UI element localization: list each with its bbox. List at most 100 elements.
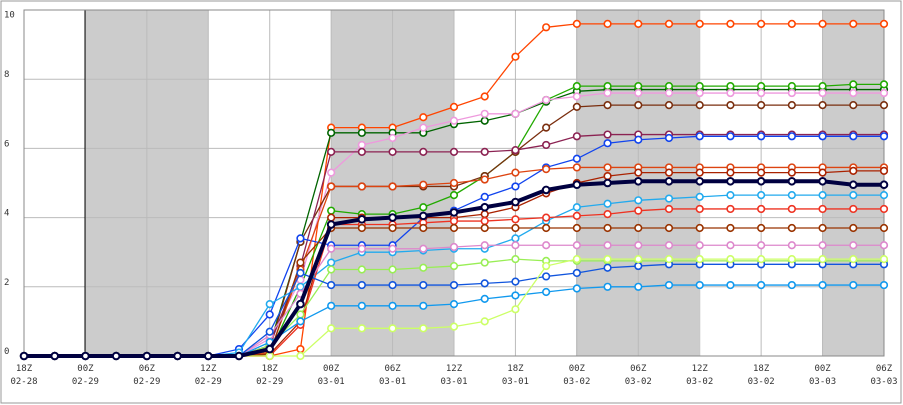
x-tick-date: 03-01 — [318, 377, 345, 387]
data-point — [327, 147, 336, 156]
data-point — [634, 88, 643, 98]
data-point — [603, 178, 612, 188]
x-tick-date: 03-02 — [625, 377, 652, 387]
data-point — [511, 215, 520, 224]
data-point — [603, 101, 612, 110]
data-point — [296, 299, 305, 309]
data-point — [664, 88, 674, 98]
data-point — [480, 216, 489, 226]
data-point — [449, 116, 459, 125]
data-point — [695, 223, 704, 233]
data-point — [726, 280, 735, 290]
data-point — [511, 146, 520, 155]
data-point — [818, 82, 827, 91]
data-point — [388, 223, 397, 233]
data-point — [664, 204, 674, 214]
data-point — [726, 19, 735, 28]
data-point — [634, 223, 643, 233]
data-point — [572, 284, 581, 293]
data-point — [787, 19, 796, 28]
data-point — [603, 163, 612, 172]
data-point — [419, 244, 428, 253]
data-point — [726, 191, 735, 200]
data-point — [757, 280, 766, 290]
data-point — [419, 203, 428, 212]
data-point — [511, 234, 520, 243]
data-point — [603, 139, 612, 148]
data-point — [511, 291, 520, 300]
data-point — [388, 265, 397, 274]
data-point — [296, 344, 305, 354]
data-point — [265, 344, 275, 354]
data-point — [664, 133, 674, 143]
x-tick-label: 00Z — [569, 364, 586, 374]
data-point — [787, 176, 797, 186]
y-tick-label: 0 — [4, 347, 9, 357]
data-point — [818, 168, 827, 177]
data-point — [327, 206, 336, 215]
data-point — [357, 223, 366, 233]
data-point — [480, 92, 489, 101]
data-point — [19, 351, 29, 361]
data-point — [449, 242, 459, 252]
data-point — [695, 204, 704, 214]
data-point — [542, 213, 551, 222]
data-point — [449, 216, 459, 226]
data-point — [419, 223, 428, 233]
data-point — [818, 191, 827, 200]
x-tick-date: 03-03 — [809, 377, 836, 387]
data-point — [664, 168, 674, 177]
data-point — [296, 351, 305, 361]
x-tick-label: 18Z — [262, 364, 279, 374]
x-tick-label: 06Z — [139, 364, 156, 374]
data-point — [695, 192, 704, 201]
data-point — [419, 301, 428, 310]
data-point — [603, 199, 612, 208]
x-tick-date: 03-02 — [748, 377, 775, 387]
data-point — [449, 261, 459, 271]
data-point — [726, 204, 735, 214]
data-point — [542, 287, 551, 297]
x-tick-date: 03-01 — [502, 377, 529, 387]
data-point — [234, 351, 244, 361]
data-point — [757, 168, 766, 177]
data-point — [757, 101, 766, 110]
data-point — [757, 223, 766, 233]
data-point — [480, 210, 489, 219]
data-point — [511, 241, 520, 250]
data-point — [849, 88, 858, 98]
data-point — [511, 223, 520, 233]
data-point — [787, 88, 796, 98]
data-point — [327, 324, 336, 333]
data-point — [603, 82, 612, 91]
data-point — [879, 280, 889, 290]
data-point — [419, 123, 428, 132]
data-point — [142, 351, 152, 361]
data-point — [511, 52, 520, 61]
data-point — [787, 191, 796, 200]
y-tick-label: 8 — [4, 70, 9, 80]
data-point — [634, 261, 643, 271]
data-point — [542, 23, 551, 32]
data-point — [572, 82, 581, 91]
data-point — [633, 176, 643, 186]
data-point — [634, 255, 643, 264]
data-point — [265, 310, 274, 319]
data-point — [603, 223, 612, 233]
data-point — [81, 351, 90, 361]
data-point — [818, 176, 827, 186]
data-point — [480, 223, 489, 233]
data-point — [511, 168, 520, 177]
data-point — [480, 317, 489, 326]
data-point — [388, 280, 397, 290]
data-point — [480, 116, 489, 125]
data-point — [388, 213, 397, 222]
data-point — [664, 19, 674, 28]
data-point — [726, 88, 735, 98]
data-point — [726, 132, 735, 141]
data-point — [603, 19, 612, 28]
data-point — [265, 300, 274, 309]
data-point — [726, 255, 735, 264]
data-point — [542, 95, 551, 105]
